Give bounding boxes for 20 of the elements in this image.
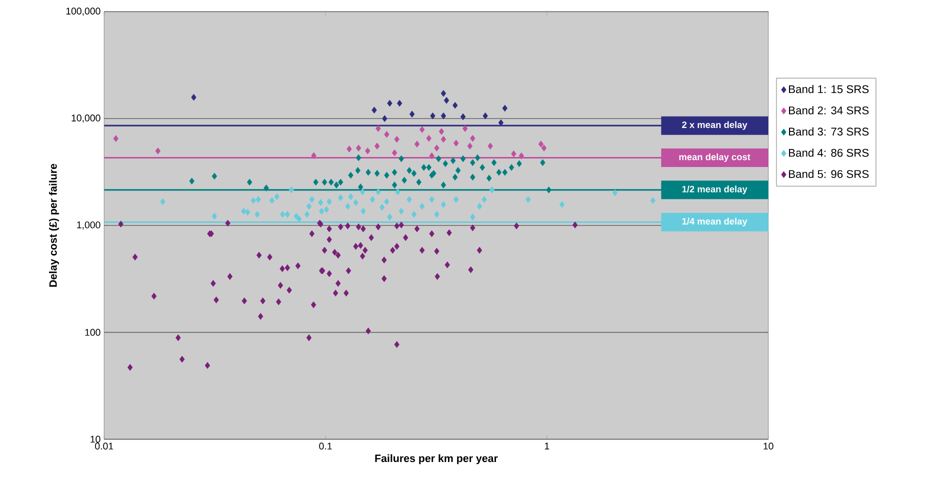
legend-label: Band 5: 96 SRS [789, 170, 869, 178]
y-tick-label: 1,000 [77, 222, 100, 230]
y-tick-label: 100,000 [66, 8, 100, 16]
legend-label: Band 3: 73 SRS [789, 127, 869, 136]
y-tick-label: 10 [90, 436, 100, 443]
legend-label: Band 2: 34 SRS [789, 106, 869, 114]
ref-line-label: 1/4 mean delay [682, 218, 748, 226]
y-tick-label: 10,000 [72, 114, 100, 123]
y-tick-label: 100 [85, 329, 100, 336]
ref-line-label: 2 x mean delay [682, 121, 748, 130]
x-axis-title: Failures per km per year [375, 454, 498, 464]
legend-label: Band 1: 15 SRS [789, 85, 869, 94]
ref-line-label: 1/2 mean delay [682, 186, 748, 194]
ref-line-label: mean delay cost [679, 154, 750, 162]
x-tick-label: 1 [544, 442, 550, 450]
y-axis-title: Delay cost (£) per failure [49, 164, 59, 287]
x-tick-label: 0.01 [95, 442, 114, 450]
x-tick-label: 10 [764, 442, 774, 450]
legend-label: Band 4: 86 SRS [789, 148, 869, 157]
x-tick-label: 0.1 [319, 442, 332, 450]
